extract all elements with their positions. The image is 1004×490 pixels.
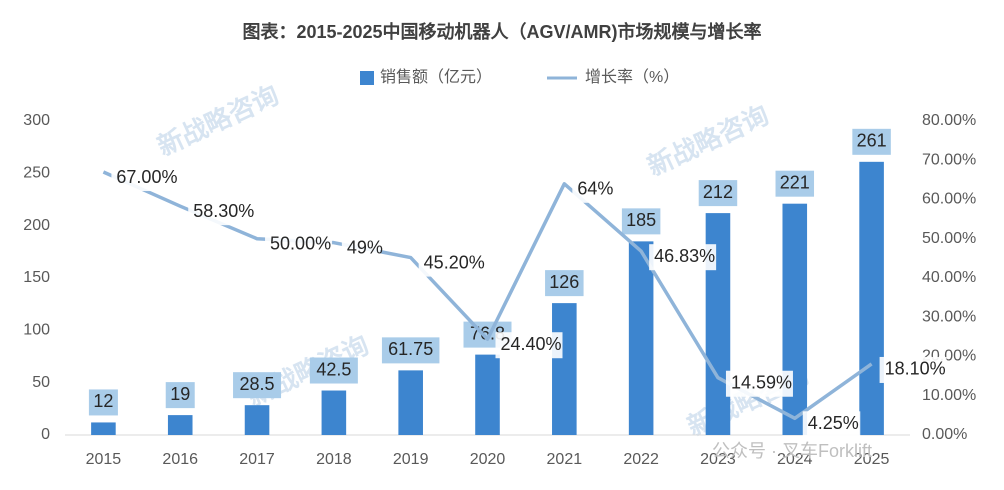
y2-tick-label: 80.00% <box>922 112 976 129</box>
bar <box>167 415 193 435</box>
line-value-label: 58.30% <box>193 201 254 221</box>
label-box <box>309 357 358 384</box>
bar <box>782 203 808 435</box>
line-value-label: 49% <box>347 237 383 257</box>
y2-tick-label: 70.00% <box>922 151 976 168</box>
bar <box>859 161 884 435</box>
chart-title: 图表：2015-2025中国移动机器人（AGV/AMR)市场规模与增长率 <box>242 21 761 42</box>
bar <box>91 422 116 435</box>
x-tick-label: 2018 <box>316 451 352 468</box>
y-tick-label: 100 <box>23 322 50 339</box>
bar-value-label: 61.75 <box>388 339 433 359</box>
y-tick-label: 250 <box>23 165 50 182</box>
bar-value-label: 212 <box>703 182 733 202</box>
label-box <box>649 244 717 271</box>
x-tick-label: 2022 <box>623 451 659 468</box>
x-tick-label: 2024 <box>777 451 813 468</box>
x-tick-label: 2017 <box>239 451 275 468</box>
label-box <box>111 165 179 192</box>
label-box <box>621 208 661 235</box>
y-tick-label: 0 <box>41 426 50 443</box>
x-tick-label: 2021 <box>547 451 583 468</box>
label-box <box>545 270 584 297</box>
line-value-label: 50.00% <box>270 234 331 254</box>
y2-tick-label: 10.00% <box>922 387 976 404</box>
bar-value-label: 28.5 <box>240 374 275 394</box>
label-box <box>852 128 891 155</box>
legend-label: 增长率（%） <box>585 68 679 86</box>
legend-swatch <box>360 71 374 85</box>
label-box <box>698 180 738 207</box>
label-box <box>233 372 282 399</box>
bar <box>552 303 577 435</box>
footer-watermark: 公众号 · 叉车Forklift <box>712 441 872 461</box>
line-value-label: 46.83% <box>654 246 715 266</box>
label-box <box>188 199 256 226</box>
bar-value-label: 261 <box>857 131 887 151</box>
x-tick-label: 2015 <box>86 451 122 468</box>
line-value-label: 45.20% <box>424 252 485 272</box>
label-box <box>495 332 563 359</box>
y-tick-label: 300 <box>23 112 50 129</box>
line-value-label: 24.40% <box>501 334 562 354</box>
bar-value-label: 221 <box>780 172 810 192</box>
line-value-label: 64% <box>577 179 613 199</box>
y-tick-label: 50 <box>32 374 50 391</box>
label-box <box>341 235 381 262</box>
x-tick-label: 2016 <box>162 451 198 468</box>
label-box <box>802 411 861 438</box>
label-box <box>725 370 793 397</box>
y-tick-label: 150 <box>23 269 50 286</box>
y2-tick-label: 60.00% <box>922 191 976 208</box>
label-box <box>165 382 195 409</box>
bar <box>244 405 270 435</box>
label-box <box>418 250 486 277</box>
bar <box>628 241 654 435</box>
x-tick-label: 2019 <box>393 451 429 468</box>
legend-label: 销售额（亿元） <box>380 68 492 86</box>
bar-value-label: 126 <box>549 272 579 292</box>
y2-tick-label: 0.00% <box>922 426 967 443</box>
x-tick-label: 2025 <box>854 451 890 468</box>
line-value-label: 67.00% <box>116 167 177 187</box>
bar-value-label: 185 <box>626 210 656 230</box>
bar-value-label: 12 <box>93 391 113 411</box>
line-value-label: 14.59% <box>731 372 792 392</box>
x-tick-label: 2020 <box>470 451 506 468</box>
y-tick-label: 200 <box>23 217 50 234</box>
y2-tick-label: 40.00% <box>922 269 976 286</box>
y2-tick-label: 50.00% <box>922 230 976 247</box>
label-box <box>879 356 947 383</box>
y2-tick-label: 30.00% <box>922 308 976 325</box>
bar <box>475 354 500 435</box>
line-value-label: 18.10% <box>885 359 946 379</box>
bar <box>398 370 423 435</box>
bar-value-label: 19 <box>170 384 190 404</box>
bar <box>321 390 347 435</box>
label-box <box>88 389 118 416</box>
label-box <box>572 176 611 203</box>
bar-value-label: 42.5 <box>316 359 351 379</box>
x-tick-label: 2023 <box>700 451 736 468</box>
label-box <box>381 337 440 364</box>
label-box <box>265 231 333 258</box>
label-box <box>775 170 815 197</box>
line-value-label: 4.25% <box>808 413 859 433</box>
